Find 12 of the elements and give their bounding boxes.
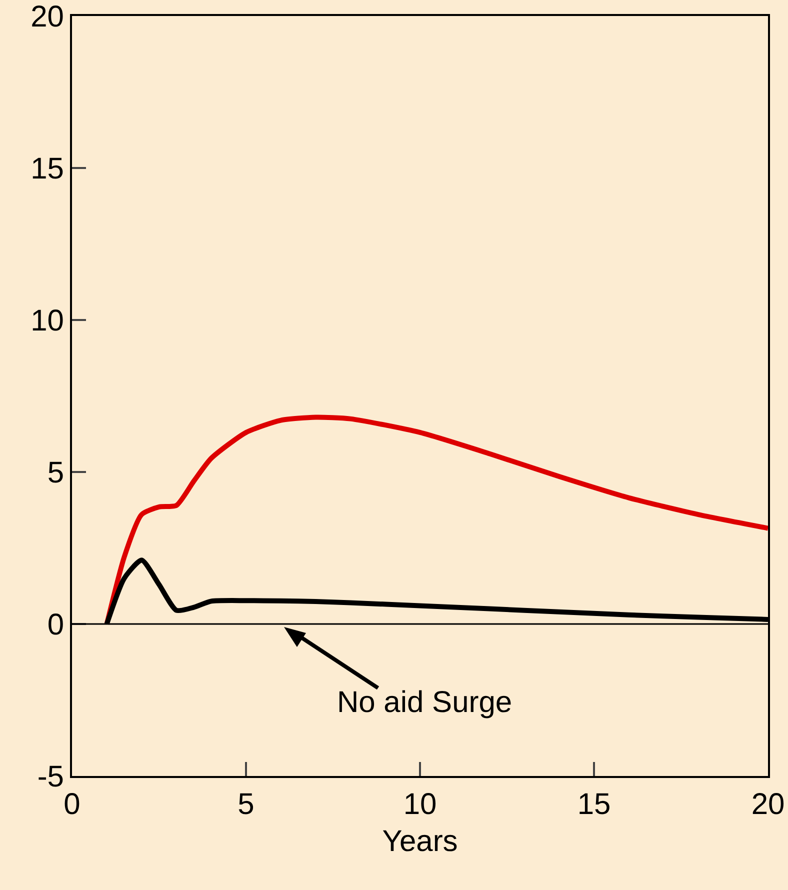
x-tick-label: 5 bbox=[238, 788, 254, 821]
y-tick-label: 0 bbox=[47, 608, 64, 642]
x-tick-label: 20 bbox=[751, 788, 785, 821]
x-tick-label: 15 bbox=[577, 788, 611, 821]
y-tick-label: 10 bbox=[30, 304, 64, 338]
x-tick-label: 10 bbox=[403, 788, 437, 821]
y-tick-label: 20 bbox=[30, 0, 64, 34]
y-tick-label: -5 bbox=[37, 760, 64, 794]
y-tick-label: 15 bbox=[30, 152, 64, 186]
x-axis-title: Years bbox=[382, 825, 458, 858]
annotation: No aid Surge bbox=[337, 686, 512, 719]
y-tick-label: 5 bbox=[47, 456, 64, 490]
